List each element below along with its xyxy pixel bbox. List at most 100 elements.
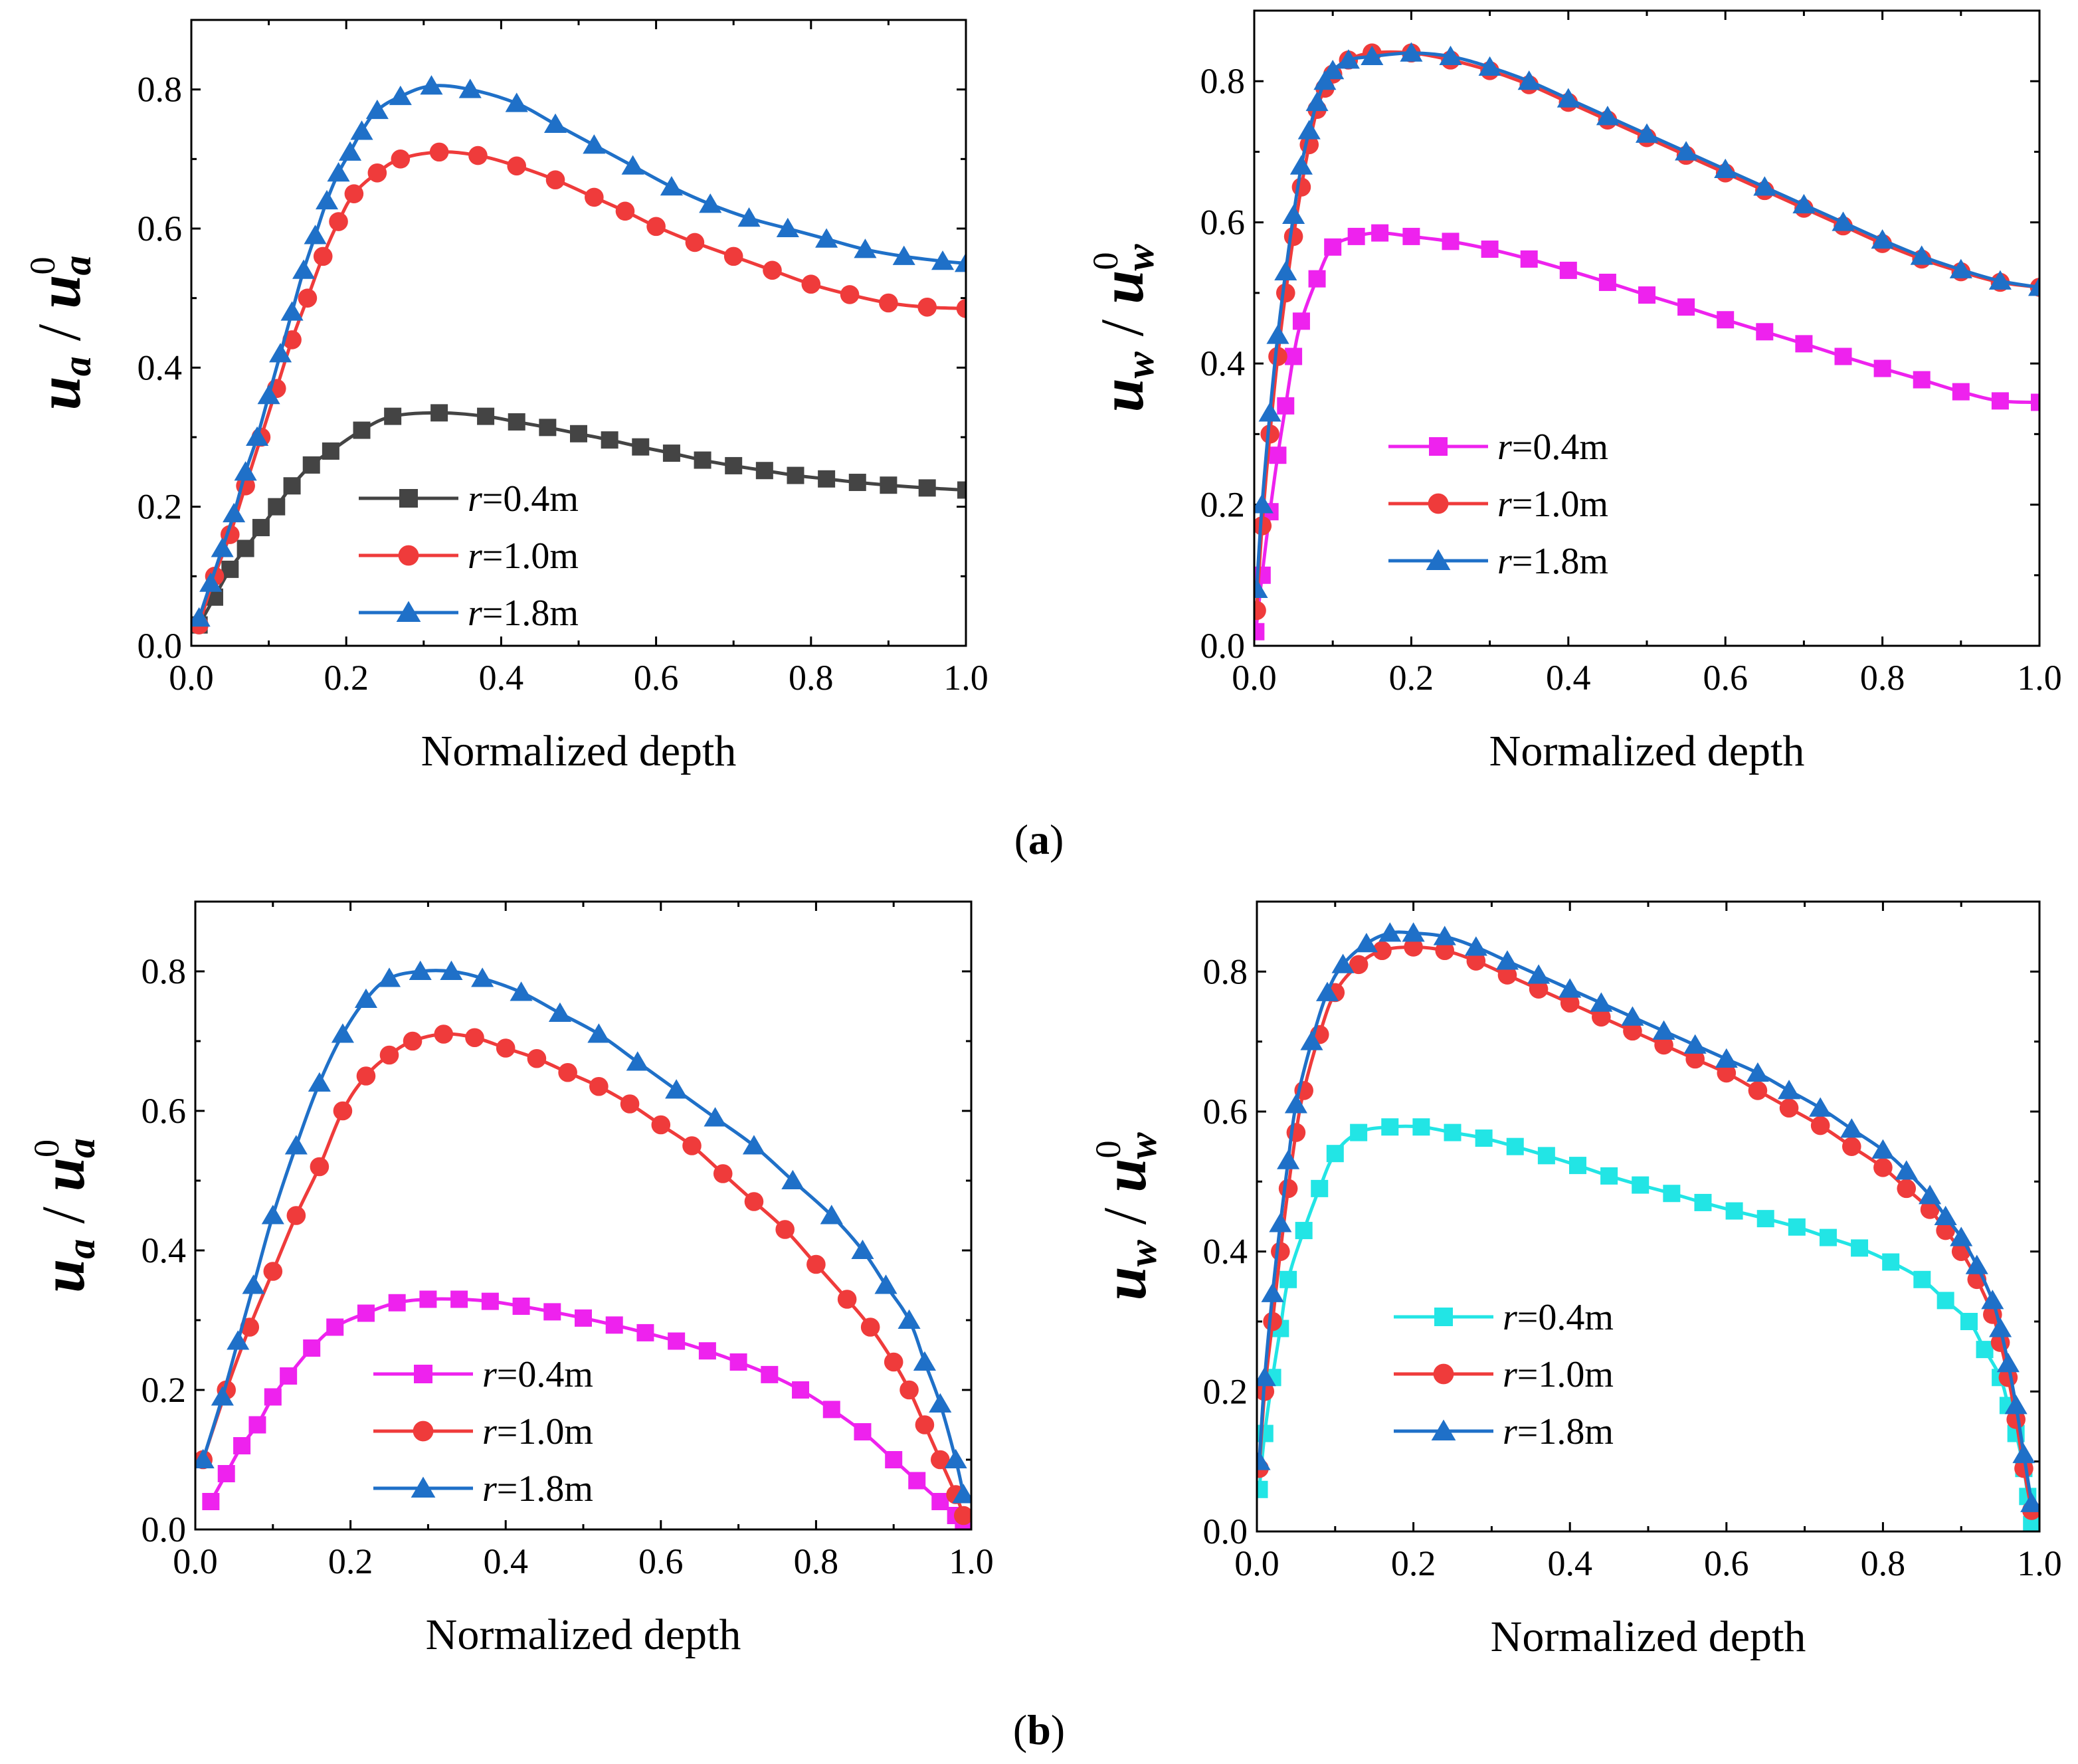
data-point bbox=[918, 479, 936, 497]
y-label-part: 0 bbox=[1086, 252, 1125, 270]
data-point bbox=[283, 477, 301, 495]
x-tick-label: 0.0 bbox=[1234, 1543, 1279, 1583]
data-point bbox=[1715, 1048, 1738, 1068]
data-point bbox=[1308, 270, 1326, 288]
data-point bbox=[1404, 937, 1423, 957]
data-point bbox=[775, 1220, 795, 1239]
data-point bbox=[1810, 1116, 1830, 1135]
data-point bbox=[1349, 955, 1369, 975]
data-point bbox=[954, 252, 966, 272]
data-point bbox=[1268, 347, 1287, 366]
panels-container: 0.0 0.2 0.4 0.6 0.8 1.0 0.0 0.2 0.4 0.6 0.8 Normali… bbox=[23, 9, 2062, 1661]
data-point bbox=[1746, 1062, 1769, 1082]
x-tick-label: 0.2 bbox=[328, 1541, 373, 1581]
data-point bbox=[1714, 158, 1737, 178]
legend-label: r=0.4m bbox=[1503, 1297, 1614, 1338]
data-point bbox=[1269, 446, 1287, 464]
data-point bbox=[1717, 311, 1735, 329]
plot-area bbox=[1257, 922, 2039, 1531]
x-axis-label: Normalized depth bbox=[426, 1611, 741, 1659]
data-point bbox=[1269, 1213, 1292, 1232]
data-point bbox=[1517, 70, 1541, 90]
y-tick-label: 0.6 bbox=[142, 1091, 187, 1131]
data-point bbox=[860, 1318, 880, 1337]
legend-label-text: =1.0m bbox=[1517, 1354, 1614, 1395]
data-point bbox=[1882, 1253, 1900, 1271]
data-point bbox=[2020, 1492, 2039, 1512]
data-point bbox=[776, 217, 799, 237]
data-point bbox=[1291, 177, 1311, 197]
data-point bbox=[930, 1450, 950, 1470]
data-point bbox=[284, 1135, 308, 1155]
data-point bbox=[879, 293, 898, 313]
data-point bbox=[1337, 49, 1360, 69]
data-point bbox=[545, 170, 565, 190]
legend: r=0.4mr=1.0mr=1.8m bbox=[1394, 1297, 1614, 1452]
data-point bbox=[420, 75, 443, 95]
data-point bbox=[1313, 70, 1337, 90]
data-point bbox=[1557, 88, 1580, 108]
data-point bbox=[1257, 1480, 1268, 1498]
data-point bbox=[315, 189, 339, 210]
data-point bbox=[884, 1352, 903, 1372]
data-point bbox=[221, 560, 239, 578]
x-tick-label: 0.8 bbox=[794, 1541, 839, 1581]
data-point bbox=[1558, 978, 1582, 998]
x-tick-label: 0.8 bbox=[1860, 658, 1905, 698]
data-point bbox=[246, 426, 269, 446]
data-point bbox=[1632, 1176, 1650, 1194]
data-point bbox=[1300, 1030, 1323, 1050]
data-point bbox=[605, 1316, 623, 1334]
data-point bbox=[589, 1076, 609, 1096]
data-point bbox=[468, 146, 488, 165]
data-point bbox=[1361, 45, 1384, 66]
y-tick-label: 0.8 bbox=[1200, 61, 1246, 101]
data-point bbox=[548, 1002, 572, 1022]
x-tick-label: 0.0 bbox=[173, 1541, 218, 1581]
data-point bbox=[465, 1028, 484, 1048]
y-tick-label: 0.0 bbox=[142, 1510, 187, 1549]
data-point bbox=[450, 1290, 468, 1308]
data-point bbox=[1895, 1160, 1918, 1180]
data-point bbox=[1274, 260, 1297, 281]
chart-a-left: 0.0 0.2 0.4 0.6 0.8 1.0 0.0 0.2 0.4 0.6 0.8 Normali… bbox=[23, 19, 989, 775]
data-point bbox=[1254, 601, 1266, 621]
chart-b-left: 0.0 0.2 0.4 0.6 0.8 1.0 0.0 0.2 0.4 0.6 0.8 Normali… bbox=[27, 900, 994, 1659]
series-line-3 bbox=[1258, 930, 2033, 1504]
legend-label: r=0.4m bbox=[1497, 427, 1608, 468]
x-tick-label: 0.8 bbox=[789, 658, 834, 698]
data-point bbox=[1989, 1318, 2012, 1337]
data-point bbox=[1283, 227, 1303, 246]
data-point bbox=[954, 1506, 971, 1525]
data-point bbox=[1254, 578, 1268, 599]
x-tick-label: 0.4 bbox=[1547, 1543, 1592, 1583]
legend-label-italic: r bbox=[468, 478, 482, 520]
legend-label-text: =1.8m bbox=[497, 1468, 593, 1510]
x-tick-label: 0.2 bbox=[1389, 658, 1434, 698]
data-point bbox=[1284, 1094, 1307, 1114]
data-point bbox=[917, 297, 937, 317]
series-line-2 bbox=[1258, 945, 2033, 1511]
data-point bbox=[388, 1294, 406, 1312]
data-point bbox=[508, 413, 525, 431]
x-tick-label: 1.0 bbox=[2017, 1543, 2062, 1583]
data-point bbox=[1433, 926, 1456, 945]
data-point bbox=[620, 1094, 640, 1114]
data-point bbox=[403, 1031, 423, 1051]
data-point bbox=[1819, 1228, 1837, 1246]
data-point bbox=[885, 1451, 903, 1468]
data-point bbox=[848, 474, 866, 492]
data-point bbox=[1277, 397, 1295, 415]
panel-label-b: (b) bbox=[1013, 1706, 1065, 1753]
data-point bbox=[1753, 176, 1776, 196]
data-point bbox=[1623, 1021, 1642, 1041]
data-point bbox=[1347, 227, 1365, 245]
data-point bbox=[384, 407, 402, 425]
data-point bbox=[1685, 1049, 1705, 1069]
data-point bbox=[1277, 1149, 1300, 1169]
data-point bbox=[1263, 1312, 1282, 1331]
data-point bbox=[1520, 250, 1538, 268]
x-tick-label: 1.0 bbox=[2017, 658, 2062, 698]
data-point bbox=[199, 572, 223, 592]
